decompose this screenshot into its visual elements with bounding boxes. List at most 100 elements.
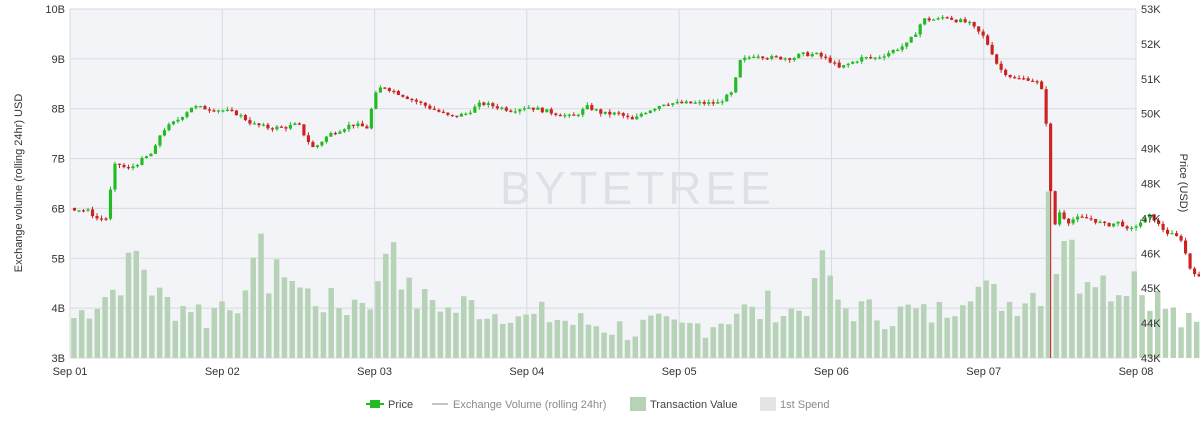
transaction-value-bar [492, 314, 498, 358]
candle-body [918, 24, 922, 35]
transaction-value-bar [866, 299, 872, 358]
x-tick-label: Sep 03 [357, 366, 392, 378]
transaction-value-bar [1178, 327, 1184, 358]
transaction-value-bar [921, 304, 927, 358]
candle-body [1157, 220, 1161, 224]
transaction-value-bar [289, 280, 295, 358]
right-tick-label: 44K [1141, 318, 1161, 330]
candle-body [855, 61, 859, 63]
candle-body [720, 101, 724, 103]
transaction-value-bar [156, 287, 163, 358]
transaction-value-bar [359, 302, 366, 358]
transaction-value-bar [928, 322, 935, 358]
candle-body [729, 92, 733, 95]
candle-body [252, 123, 257, 125]
candle-body [945, 17, 949, 19]
transaction-value-bar [320, 312, 327, 358]
candle-body [248, 120, 252, 124]
candle-body [185, 112, 189, 118]
transaction-value-bar [858, 301, 865, 358]
right-tick-label: 51K [1141, 74, 1161, 86]
candle-body [590, 105, 594, 110]
candle-body [365, 126, 369, 129]
candle-body [761, 56, 765, 59]
right-tick-label: 43K [1141, 353, 1161, 365]
candle-body [972, 21, 976, 27]
transaction-value-bar [305, 288, 311, 358]
candle-body [243, 115, 248, 121]
legend-first-spend-swatch [760, 397, 776, 411]
candle-body [392, 90, 396, 93]
candle-body [176, 119, 180, 122]
transaction-value-bar [1014, 315, 1021, 358]
candle-body [329, 133, 333, 137]
transaction-value-bar [897, 306, 904, 358]
legend-item-price[interactable]: Price [366, 399, 413, 411]
candle-body [1013, 77, 1017, 79]
transaction-value-bar [141, 269, 147, 358]
transaction-value-bar [663, 316, 670, 358]
candle-body [774, 56, 778, 58]
candle-body [77, 210, 81, 212]
right-tick-label: 48K [1141, 179, 1161, 191]
candle-body [108, 189, 113, 219]
left-tick-label: 8B [52, 104, 65, 116]
transaction-value-bar [765, 290, 771, 358]
candle-body [99, 218, 104, 220]
candle-body [306, 135, 310, 143]
candle-body [1040, 81, 1044, 90]
candle-body [1062, 212, 1066, 219]
candle-body [1089, 218, 1093, 220]
candle-body [1188, 253, 1192, 269]
candle-body [284, 127, 288, 129]
candle-body [338, 131, 342, 134]
legend-exchange-volume-label: Exchange Volume (rolling 24hr) [453, 399, 606, 411]
candle-body [81, 210, 86, 212]
transaction-value-bar [390, 242, 397, 358]
candle-body [230, 109, 234, 111]
transaction-value-bar [110, 289, 116, 358]
right-tick-label: 49K [1141, 144, 1161, 156]
candle-body [1080, 216, 1084, 218]
candle-body [878, 57, 882, 59]
legend-item-first-spend[interactable]: 1st Spend [760, 397, 830, 411]
candle-body [738, 60, 742, 78]
candle-body [828, 57, 832, 63]
transaction-value-bar [383, 253, 389, 358]
candle-body [486, 103, 490, 105]
candle-body [603, 111, 607, 114]
transaction-value-bar [889, 326, 896, 358]
transaction-value-bar [843, 308, 849, 358]
transaction-value-bar [429, 300, 436, 358]
candle-body [887, 52, 891, 57]
candle-body [1152, 214, 1156, 221]
candle-body [747, 57, 751, 59]
candle-body [383, 87, 387, 89]
left-tick-label: 9B [52, 54, 65, 66]
candle-body [1130, 227, 1134, 229]
candle-body [725, 94, 729, 102]
candle-body [900, 46, 904, 50]
transaction-value-bar [577, 313, 584, 358]
right-tick-label: 46K [1141, 248, 1161, 260]
candle-body [815, 52, 819, 55]
transaction-value-bar [188, 312, 194, 358]
transaction-value-bar [1131, 271, 1138, 358]
candle-body [648, 110, 652, 114]
transaction-value-bar [780, 316, 787, 358]
candle-body [797, 53, 801, 59]
legend-item-transaction-value[interactable]: Transaction Value [630, 397, 737, 411]
transaction-value-bar [94, 308, 101, 358]
legend-first-spend-label: 1st Spend [780, 399, 830, 411]
candle-body [1170, 233, 1174, 235]
legend-price-label: Price [388, 399, 413, 411]
legend-item-exchange-volume[interactable]: Exchange Volume (rolling 24hr) [432, 399, 606, 411]
candle-body [698, 102, 702, 104]
candle-body [837, 62, 841, 68]
transaction-value-bar [835, 299, 841, 358]
candle-body [941, 17, 945, 19]
transaction-value-bar [546, 322, 553, 358]
candle-body [491, 103, 495, 107]
transaction-value-bar [804, 315, 810, 358]
transaction-value-bar [601, 332, 607, 358]
